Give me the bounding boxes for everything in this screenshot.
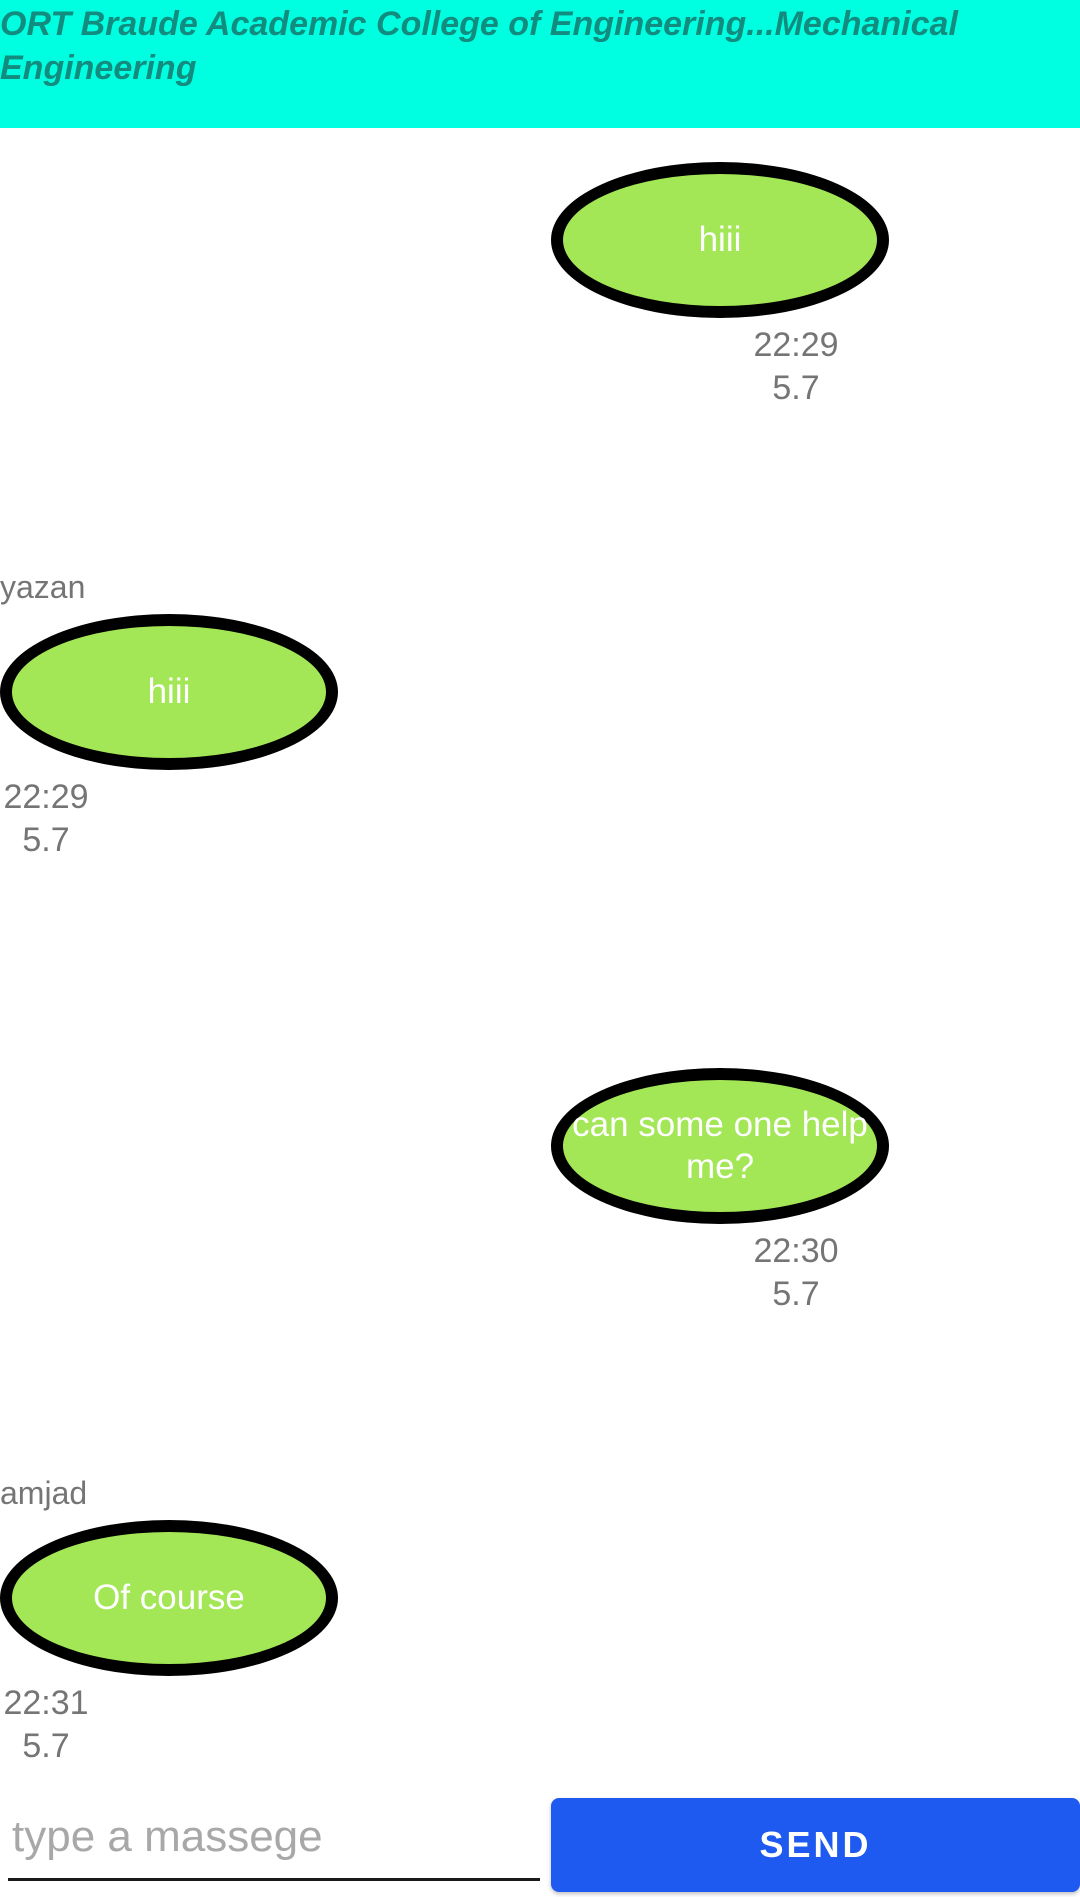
sender-name: yazan (0, 569, 86, 605)
message-date: 5.7 (22, 1727, 70, 1765)
message-date: 5.7 (772, 1275, 820, 1313)
message-date: 5.7 (22, 821, 70, 859)
send-button[interactable]: SEND (551, 1798, 1080, 1892)
message-time: 22:29 (753, 326, 839, 364)
message-meta: 22:31 5.7 (0, 1682, 96, 1768)
message-bubble[interactable]: hiii (0, 614, 338, 770)
message-text: hiii (698, 220, 742, 259)
message-text: can some one help me? (572, 1105, 868, 1186)
composer (8, 1795, 540, 1885)
message-time: 22:31 (3, 1684, 89, 1722)
message-time: 22:30 (753, 1232, 839, 1270)
message-bubble[interactable]: can some one help me? (551, 1068, 889, 1224)
sender-name: amjad (0, 1475, 88, 1511)
message-text: hiii (147, 672, 191, 711)
message-meta: 22:29 5.7 (746, 324, 846, 410)
app-header: ORT Braude Academic College of Engineeri… (0, 0, 1080, 128)
message-meta: 22:30 5.7 (746, 1230, 846, 1316)
message-bubble[interactable]: hiii (551, 162, 889, 318)
chat-title: ORT Braude Academic College of Engineeri… (0, 5, 958, 87)
message-time: 22:29 (3, 778, 89, 816)
message-bubble[interactable]: Of course (0, 1520, 338, 1676)
message-input[interactable] (8, 1795, 540, 1881)
message-date: 5.7 (772, 369, 820, 407)
message-list[interactable]: hiii 22:29 5.7 yazan hiii 22:29 5.7 can … (0, 128, 1080, 1788)
message-meta: 22:29 5.7 (0, 776, 96, 862)
message-text: Of course (93, 1578, 245, 1617)
